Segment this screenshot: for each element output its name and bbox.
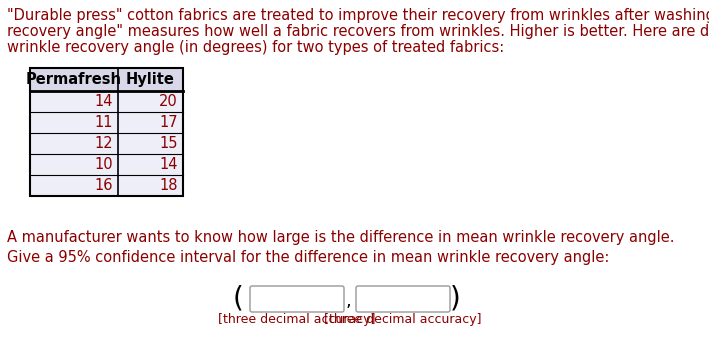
FancyBboxPatch shape bbox=[250, 286, 344, 312]
Bar bbox=[30, 68, 183, 196]
Text: 14: 14 bbox=[94, 94, 113, 109]
Text: ): ) bbox=[450, 285, 460, 313]
Text: recovery angle" measures how well a fabric recovers from wrinkles. Higher is bet: recovery angle" measures how well a fabr… bbox=[7, 24, 709, 39]
Bar bbox=[30, 68, 183, 91]
Text: A manufacturer wants to know how large is the difference in mean wrinkle recover: A manufacturer wants to know how large i… bbox=[7, 230, 674, 245]
Text: 10: 10 bbox=[94, 157, 113, 172]
Text: [three decimal accuracy]: [three decimal accuracy] bbox=[218, 313, 376, 326]
Text: 16: 16 bbox=[94, 178, 113, 193]
Text: 18: 18 bbox=[160, 178, 178, 193]
Text: 20: 20 bbox=[160, 94, 178, 109]
Text: 17: 17 bbox=[160, 115, 178, 130]
Text: 12: 12 bbox=[94, 136, 113, 151]
Bar bbox=[30, 175, 183, 196]
Bar bbox=[30, 154, 183, 175]
Text: Hylite: Hylite bbox=[126, 72, 175, 87]
Text: 14: 14 bbox=[160, 157, 178, 172]
Bar bbox=[30, 91, 183, 112]
Text: wrinkle recovery angle (in degrees) for two types of treated fabrics:: wrinkle recovery angle (in degrees) for … bbox=[7, 40, 504, 55]
Text: Permafresh: Permafresh bbox=[26, 72, 122, 87]
Bar bbox=[30, 112, 183, 133]
Text: [three decimal accuracy]: [three decimal accuracy] bbox=[324, 313, 481, 326]
FancyBboxPatch shape bbox=[356, 286, 450, 312]
Text: (: ( bbox=[233, 285, 243, 313]
Text: ,: , bbox=[345, 292, 351, 310]
Bar bbox=[30, 133, 183, 154]
Text: 15: 15 bbox=[160, 136, 178, 151]
Text: Give a 95% confidence interval for the difference in mean wrinkle recovery angle: Give a 95% confidence interval for the d… bbox=[7, 250, 609, 265]
Text: "Durable press" cotton fabrics are treated to improve their recovery from wrinkl: "Durable press" cotton fabrics are treat… bbox=[7, 8, 709, 23]
Text: 11: 11 bbox=[94, 115, 113, 130]
